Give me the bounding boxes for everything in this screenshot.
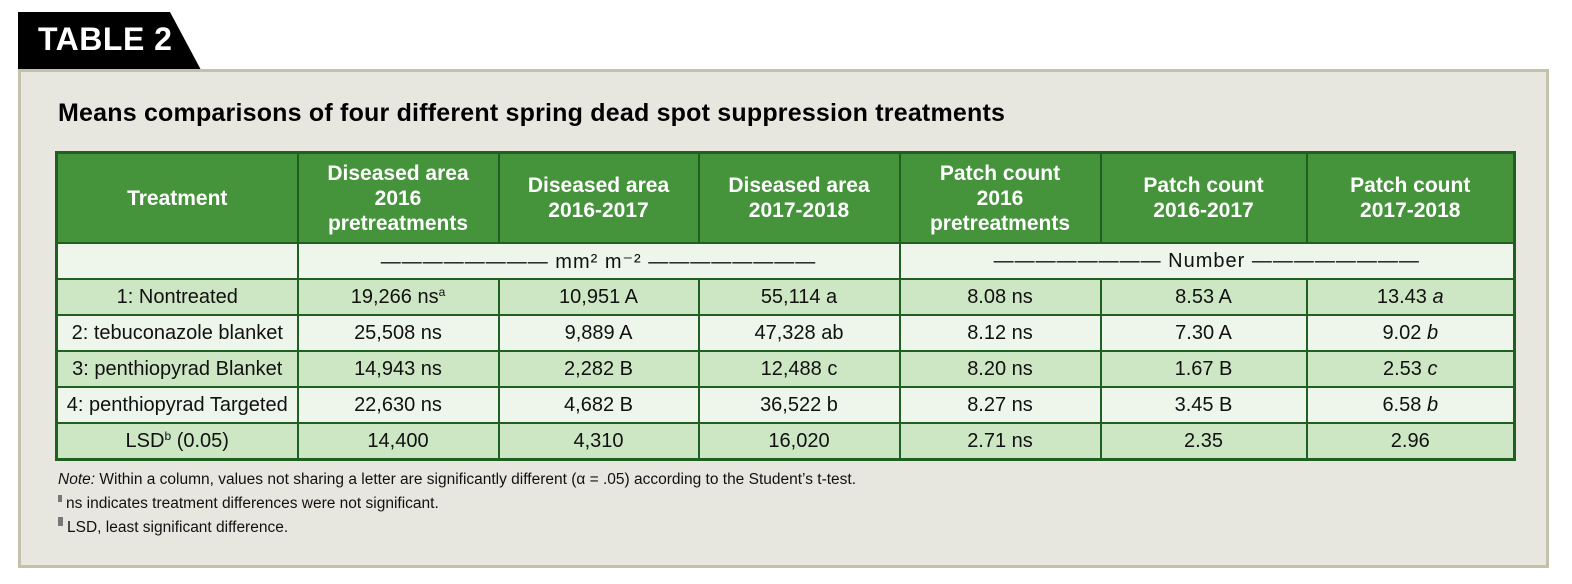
header-patch-count-2016-2017: Patch count 2016-2017 xyxy=(1099,151,1308,244)
treatment-cell: 4: penthiopyrad Targeted xyxy=(55,386,299,424)
value-cell: 8.27 ns xyxy=(898,386,1102,424)
table-row: 1: Nontreated 19,266 nsa 10,951 A 55,114… xyxy=(55,278,1516,316)
header-diseased-area-2016-pre: Diseased area 2016 pretreatments xyxy=(296,151,500,244)
table-number-tab: TABLE 2 xyxy=(18,12,201,70)
footnote-b-marker xyxy=(58,517,63,526)
treatment-cell: 3: penthiopyrad Blanket xyxy=(55,350,299,388)
footnote-a: ns indicates treatment differences were … xyxy=(58,492,856,516)
value-cell: 8.12 ns xyxy=(898,314,1102,352)
note-line: Note: Within a column, values not sharin… xyxy=(58,471,857,488)
footnote-a-marker xyxy=(58,495,62,502)
header-diseased-area-2017-2018: Diseased area 2017-2018 xyxy=(697,151,901,244)
table-number-label: TABLE 2 xyxy=(38,21,173,57)
lsd-value-cell: 2.35 xyxy=(1099,422,1308,461)
value-cell: 55,114 a xyxy=(697,278,901,316)
value-cell: 10,951 A xyxy=(497,278,700,316)
header-row: Treatment Diseased area 2016 pretreatments… xyxy=(55,151,1516,244)
table-row: 4: penthiopyrad Targeted 22,630 ns 4,682… xyxy=(55,386,1516,424)
value-cell: 7.30 A xyxy=(1099,314,1308,352)
value-cell: 8.53 A xyxy=(1099,278,1308,316)
lsd-label-cell: LSDb (0.05) xyxy=(55,422,299,461)
value-cell: 13.43 a xyxy=(1305,278,1516,316)
units-empty-cell xyxy=(55,242,299,280)
value-cell: 36,522 b xyxy=(697,386,901,424)
lsd-value-cell: 2.96 xyxy=(1305,422,1516,461)
value-cell: 6.58 b xyxy=(1305,386,1516,424)
table-row: 2: tebuconazole blanket 25,508 ns 9,889 … xyxy=(55,314,1516,352)
treatment-cell: 1: Nontreated xyxy=(55,278,299,316)
value-cell: 4,682 B xyxy=(497,386,700,424)
table-title: Means comparisons of four different spri… xyxy=(58,99,1006,127)
value-cell: 8.20 ns xyxy=(898,350,1102,388)
value-cell: 47,328 ab xyxy=(697,314,901,352)
lsd-row: LSDb (0.05) 14,400 4,310 16,020 2.71 ns … xyxy=(55,422,1516,461)
lsd-value-cell: 4,310 xyxy=(497,422,700,461)
value-cell: 19,266 nsa xyxy=(296,278,500,316)
value-cell: 3.45 B xyxy=(1099,386,1308,424)
lsd-value-cell: 2.71 ns xyxy=(898,422,1102,461)
value-cell: 2,282 B xyxy=(497,350,700,388)
units-row: ———————— mm² m⁻² ———————— ———————— Numbe… xyxy=(55,242,1516,280)
units-count: ———————— Number ———————— xyxy=(898,242,1516,280)
value-cell: 1.67 B xyxy=(1099,350,1308,388)
lsd-value-cell: 14,400 xyxy=(296,422,500,461)
header-treatment: Treatment xyxy=(55,151,299,244)
value-cell: 14,943 ns xyxy=(296,350,500,388)
means-comparison-table: Treatment Diseased area 2016 pretreatments… xyxy=(55,151,1516,461)
table-panel: Means comparisons of four different spri… xyxy=(18,69,1549,568)
lsd-value-cell: 16,020 xyxy=(697,422,901,461)
table-row: 3: penthiopyrad Blanket 14,943 ns 2,282 … xyxy=(55,350,1516,388)
units-area: ———————— mm² m⁻² ———————— xyxy=(296,242,901,280)
treatment-cell: 2: tebuconazole blanket xyxy=(55,314,299,352)
table-notes: Note: Within a column, values not sharin… xyxy=(58,468,856,540)
header-patch-count-2017-2018: Patch count 2017-2018 xyxy=(1305,151,1516,244)
footnote-b: LSD, least significant difference. xyxy=(58,516,856,540)
value-cell: 9.02 b xyxy=(1305,314,1516,352)
header-diseased-area-2016-2017: Diseased area 2016-2017 xyxy=(497,151,700,244)
header-patch-count-2016-pre: Patch count 2016 pretreatments xyxy=(898,151,1102,244)
value-cell: 8.08 ns xyxy=(898,278,1102,316)
value-cell: 9,889 A xyxy=(497,314,700,352)
value-cell: 22,630 ns xyxy=(296,386,500,424)
value-cell: 12,488 c xyxy=(697,350,901,388)
value-cell: 25,508 ns xyxy=(296,314,500,352)
value-cell: 2.53 c xyxy=(1305,350,1516,388)
